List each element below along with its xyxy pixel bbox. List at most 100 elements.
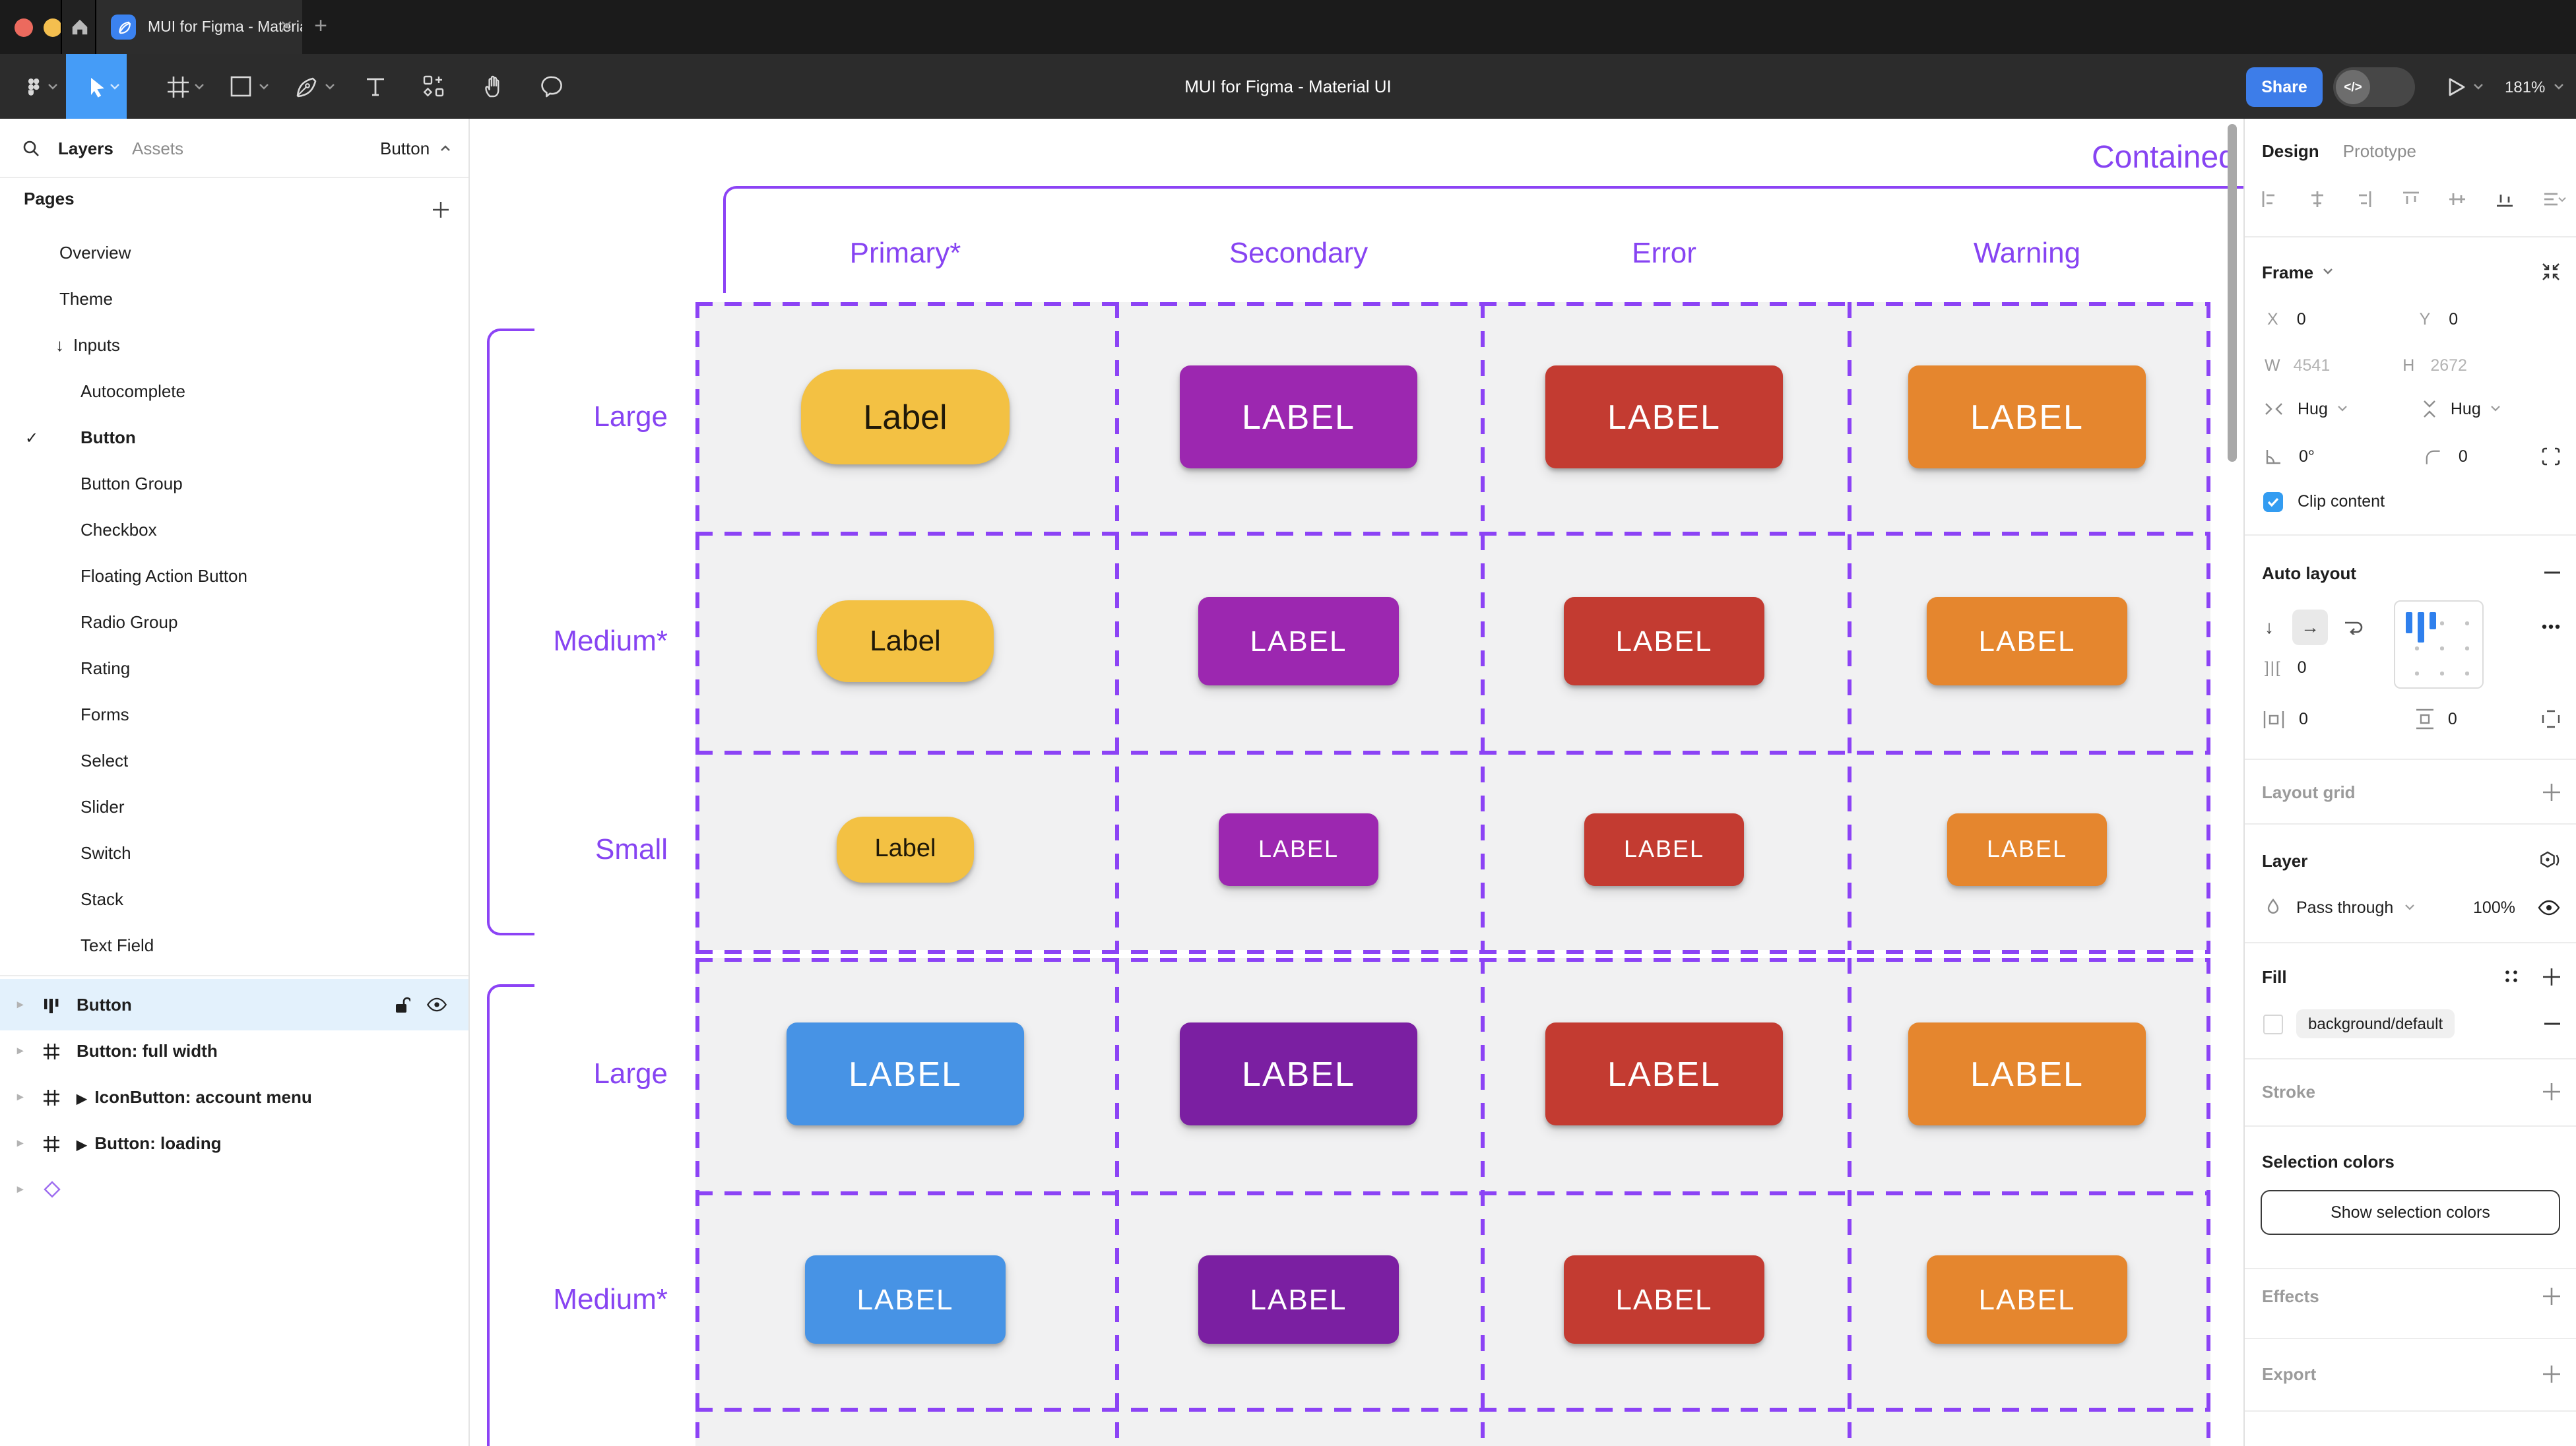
align-bottom-icon[interactable] <box>2495 189 2513 212</box>
page-item-button[interactable]: ✓ Button <box>25 427 136 447</box>
remove-fill-icon[interactable] <box>2544 1022 2560 1025</box>
auto-layout-wrap-icon[interactable] <box>2344 619 2364 635</box>
tab-assets[interactable]: Assets <box>132 138 184 158</box>
page-item-slider[interactable]: Slider <box>80 797 125 817</box>
horizontal-resizing-value[interactable]: Hug <box>2298 400 2328 418</box>
item-spacing-value[interactable]: 0 <box>2297 658 2307 677</box>
canvas-button-primary-medium[interactable]: LABEL <box>805 1255 1006 1344</box>
layer-item-iconbutton-account-menu[interactable]: ▸ ▶ IconButton: account menu <box>17 1087 312 1107</box>
canvas-button-error-medium[interactable]: LABEL <box>1564 597 1764 685</box>
window-minimize-button[interactable] <box>44 18 62 36</box>
canvas-button-deep_purple-medium[interactable]: LABEL <box>1198 1255 1399 1344</box>
pen-tool-icon[interactable] <box>293 73 321 100</box>
page-item-radio-group[interactable]: Radio Group <box>80 612 178 632</box>
canvas-button-warning-medium[interactable]: LABEL <box>1927 597 2127 685</box>
column-header-error[interactable]: Error <box>1632 236 1696 269</box>
design-canvas[interactable]: Contained Primary* Secondary Error Warning L… <box>470 119 2243 1446</box>
independent-padding-icon[interactable] <box>2542 710 2560 728</box>
y-value[interactable]: 0 <box>2449 310 2459 329</box>
new-tab-button[interactable]: + <box>314 13 327 38</box>
layer-expand-chevron-icon[interactable]: ▸ <box>17 1182 24 1195</box>
shape-tool-chevron-icon[interactable] <box>259 83 269 91</box>
zoom-level-menu[interactable]: 181% <box>2505 54 2563 119</box>
row-label[interactable]: Large <box>593 400 668 433</box>
move-tool-chevron-icon[interactable] <box>110 83 120 91</box>
page-item-theme[interactable]: Theme <box>59 289 113 309</box>
move-tool-selected[interactable] <box>66 54 127 119</box>
window-close-button[interactable] <box>15 18 33 36</box>
comment-tool-icon[interactable] <box>538 73 566 100</box>
fill-style-chip[interactable]: background/default <box>2296 1009 2455 1038</box>
main-menu-chevron-icon[interactable] <box>48 83 58 91</box>
tab-close-icon[interactable]: ✕ <box>279 17 294 36</box>
align-top-icon[interactable] <box>2401 189 2420 212</box>
canvas-button-warning-large[interactable]: LABEL <box>1908 365 2146 468</box>
corner-radius-value[interactable]: 0 <box>2458 447 2468 466</box>
canvas-button-error-small[interactable]: LABEL <box>1584 813 1744 886</box>
add-layout-grid-icon[interactable] <box>2543 783 2560 800</box>
auto-layout-alignment-box[interactable] <box>2394 600 2484 689</box>
rotation-value[interactable]: 0° <box>2299 447 2315 466</box>
layer-item-button-loading[interactable]: ▸ ▶ Button: loading <box>17 1133 222 1153</box>
frame-tool-chevron-icon[interactable] <box>194 83 205 91</box>
resources-tool-icon[interactable] <box>420 73 447 100</box>
tab-design[interactable]: Design <box>2262 141 2319 160</box>
canvas-button-secondary-small[interactable]: LABEL <box>1219 813 1378 886</box>
blend-mode-value[interactable]: Pass through <box>2296 898 2394 917</box>
row-label[interactable]: Medium* <box>553 624 668 657</box>
dev-mode-toggle[interactable]: </> <box>2333 67 2415 107</box>
independent-corners-icon[interactable] <box>2542 447 2560 466</box>
page-item-floating-action-button[interactable]: Floating Action Button <box>80 566 247 586</box>
x-value[interactable]: 0 <box>2296 310 2306 329</box>
layer-expand-chevron-icon[interactable]: ▸ <box>17 1090 24 1103</box>
add-page-button[interactable] <box>430 199 451 220</box>
layer-opacity-value[interactable]: 100% <box>2473 898 2515 917</box>
canvas-button-custom_primary-large[interactable]: Label <box>801 369 1010 464</box>
canvas-button-error-large[interactable]: LABEL <box>1545 365 1783 468</box>
page-item-stack[interactable]: Stack <box>80 889 124 909</box>
file-tab[interactable]: MUI for Figma - Material UI <box>96 0 302 54</box>
row-label[interactable]: Large <box>593 1057 668 1090</box>
add-stroke-icon[interactable] <box>2543 1083 2560 1100</box>
distribute-icon[interactable] <box>2542 189 2560 212</box>
frame-name-label[interactable]: Contained <box>2092 140 2236 175</box>
expand-arrow-icon[interactable]: ↓ <box>55 335 64 355</box>
hand-tool-icon[interactable] <box>480 73 508 100</box>
canvas-button-warning-medium[interactable]: LABEL <box>1927 1255 2127 1344</box>
column-header-secondary[interactable]: Secondary <box>1229 236 1368 269</box>
canvas-button-primary-large[interactable]: LABEL <box>787 1022 1024 1125</box>
row-label[interactable]: Medium* <box>553 1282 668 1315</box>
frame-chevron-icon[interactable] <box>2323 268 2333 276</box>
fill-styles-icon[interactable] <box>2503 968 2519 984</box>
layer-expand-chevron-icon[interactable]: ▸ <box>17 1136 24 1149</box>
align-left-icon[interactable] <box>2261 189 2279 212</box>
page-item-select[interactable]: Select <box>80 751 129 770</box>
unlock-icon[interactable] <box>395 995 410 1014</box>
layer-expand-chevron-icon[interactable]: ▸ <box>17 1044 24 1057</box>
horizontal-padding-value[interactable]: 0 <box>2299 710 2308 728</box>
search-icon[interactable] <box>22 140 40 157</box>
page-selector-dropdown[interactable]: Button <box>380 119 451 177</box>
clip-content-checkbox[interactable] <box>2263 491 2283 511</box>
main-menu-figma-icon[interactable] <box>18 73 46 100</box>
auto-layout-horizontal-selected[interactable]: → <box>2292 609 2328 644</box>
canvas-button-warning-large[interactable]: LABEL <box>1908 1022 2146 1125</box>
frame-section-title[interactable]: Frame <box>2262 262 2314 282</box>
layer-expand-chevron-icon[interactable]: ▸ <box>17 997 24 1011</box>
add-fill-icon[interactable] <box>2543 968 2560 985</box>
page-item-checkbox[interactable]: Checkbox <box>80 520 157 540</box>
vertical-padding-value[interactable]: 0 <box>2447 710 2457 728</box>
height-value[interactable]: 2672 <box>2430 356 2467 375</box>
shrink-to-fit-icon[interactable] <box>2542 263 2560 281</box>
text-tool-icon[interactable] <box>362 73 389 100</box>
canvas-button-secondary-large[interactable]: LABEL <box>1180 365 1417 468</box>
page-item-button-group[interactable]: Button Group <box>80 474 183 493</box>
canvas-button-warning-small[interactable]: LABEL <box>1947 813 2107 886</box>
align-h-center-icon[interactable] <box>2307 189 2326 212</box>
blend-mode-icon[interactable] <box>2539 851 2560 869</box>
shape-tool-icon[interactable] <box>227 73 255 100</box>
layer-item-button-full-width[interactable]: ▸ Button: full width <box>17 1041 218 1061</box>
show-selection-colors-button[interactable]: Show selection colors <box>2261 1190 2560 1235</box>
frame-tool-icon[interactable] <box>164 73 191 100</box>
align-right-icon[interactable] <box>2354 189 2373 212</box>
